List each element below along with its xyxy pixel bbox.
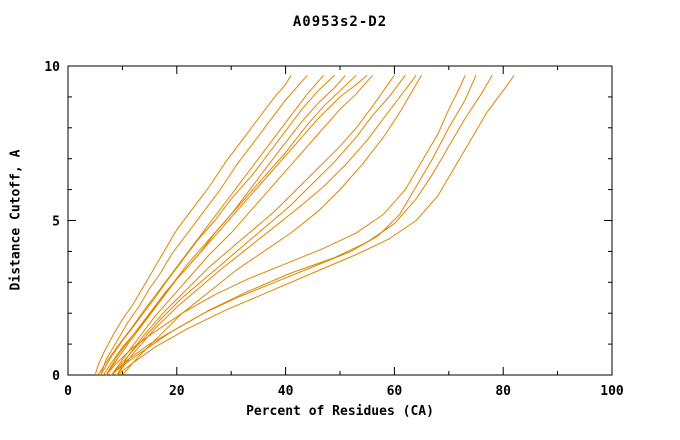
x-tick-label: 0: [64, 384, 72, 399]
series-line-model-03: [97, 74, 325, 376]
y-tick-label: 0: [52, 369, 60, 384]
x-tick-label: 60: [387, 384, 403, 399]
chart-title: A0953s2-D2: [292, 14, 388, 30]
series-line-model-16: [116, 75, 515, 376]
x-tick-label: 80: [495, 384, 511, 399]
series-line-model-06: [102, 74, 357, 376]
series-line-model-15: [111, 75, 493, 376]
series-line-model-05: [105, 74, 346, 376]
x-tick-label: 40: [278, 384, 294, 399]
series-line-model-09: [116, 75, 395, 376]
y-tick-label: 10: [44, 60, 60, 75]
y-tick-label: 5: [52, 215, 60, 230]
x-tick-label: 20: [169, 384, 185, 399]
series-line-model-07: [105, 74, 368, 376]
series-line-model-08: [111, 74, 373, 376]
series-line-model-11: [116, 74, 417, 376]
series-line-model-12: [122, 75, 423, 376]
series-line-model-10: [111, 74, 406, 376]
series-line-model-01: [94, 75, 292, 376]
series-line-model-13: [105, 75, 466, 376]
series-line-model-14: [111, 75, 477, 376]
x-tick-label: 100: [600, 384, 624, 399]
x-axis-label: Percent of Residues (CA): [246, 404, 434, 419]
series-line-model-04: [100, 74, 335, 376]
series-line-model-02: [100, 74, 308, 376]
